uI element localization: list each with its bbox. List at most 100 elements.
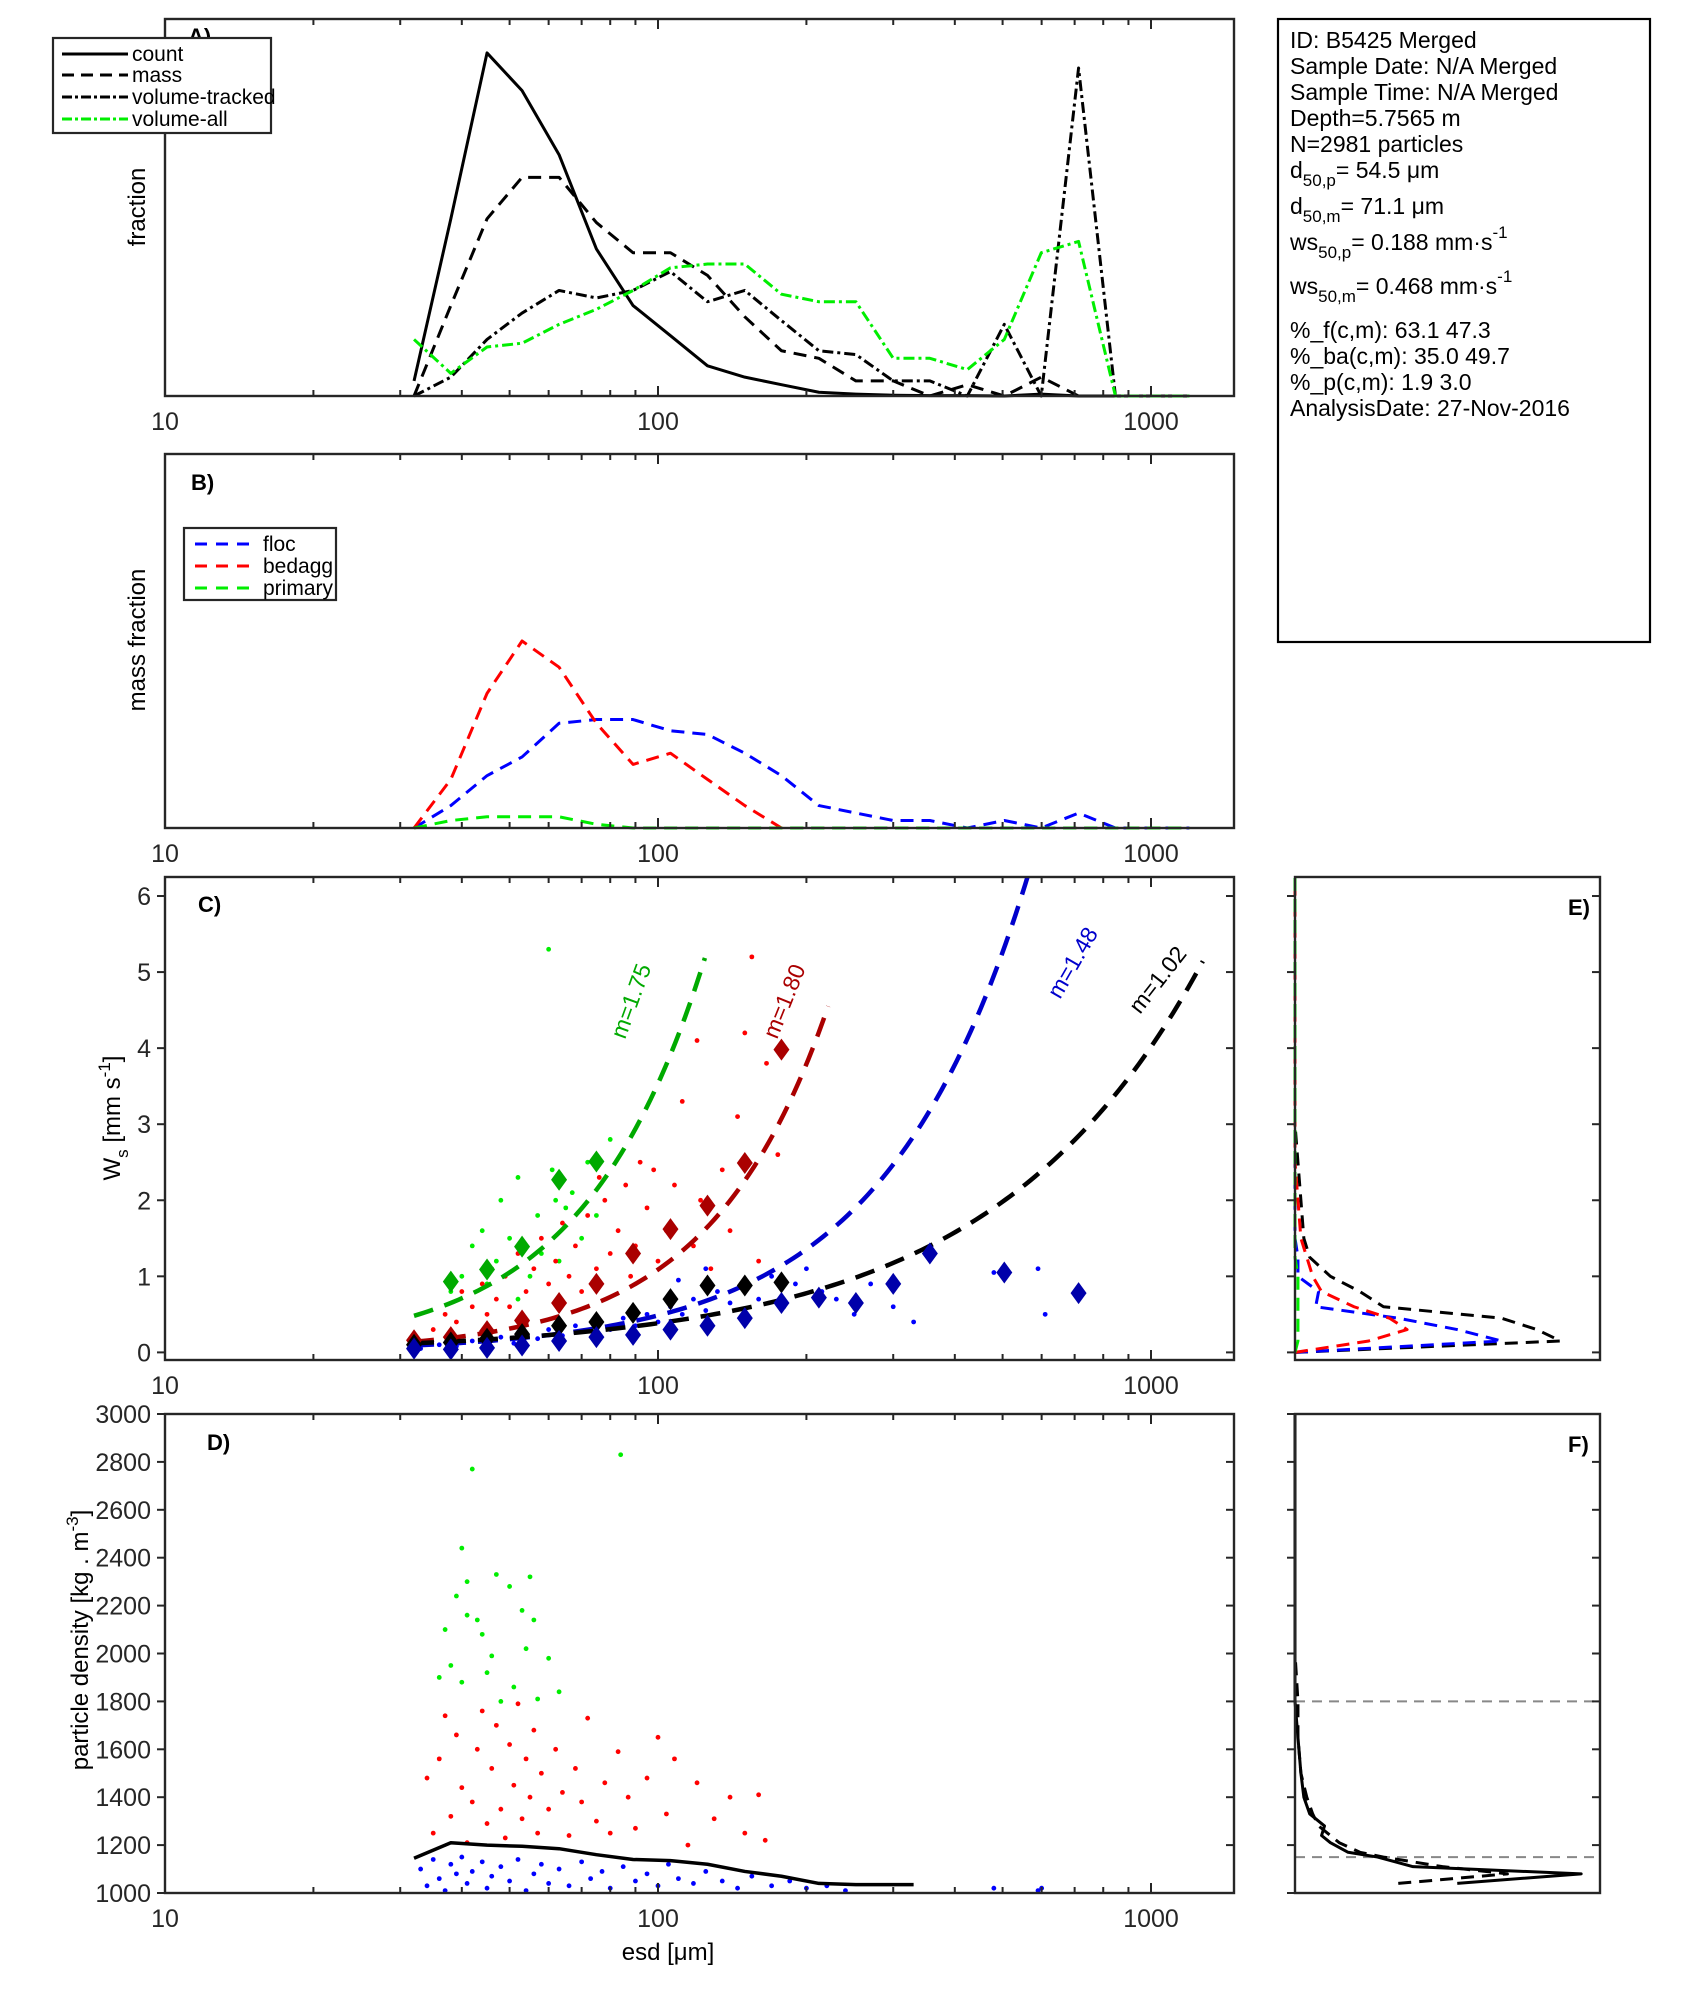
scatter-point-bedagg (623, 1182, 629, 1188)
panel-f: F) (1287, 1412, 1602, 1895)
scatter-point-bedagg (762, 1837, 768, 1843)
scatter-point-bedagg (679, 1098, 685, 1104)
panel-e-frame (1293, 875, 1602, 1362)
scatter-point-primary (594, 1213, 599, 1218)
scatter-point-floc (479, 1859, 485, 1865)
scatter-point-floc (691, 1296, 696, 1302)
scatter-point-bedagg (553, 1258, 559, 1264)
y-tick-label: 2600 (95, 1497, 151, 1525)
y-tick-label: 2400 (95, 1545, 151, 1573)
x-tick-label: 10 (151, 1905, 179, 1933)
scatter-point-bedagg (459, 1785, 465, 1791)
scatter-point-floc (498, 1334, 504, 1340)
mean-marker-all-mean (773, 1271, 790, 1294)
scatter-point-bedagg (507, 1742, 512, 1747)
mean-marker-primary-mean (479, 1258, 496, 1281)
scatter-point-bedagg (523, 1289, 529, 1294)
panel-a-legend: count mass volume-tracked volume-all (51, 36, 276, 135)
x-tick-label: 100 (637, 408, 679, 436)
scatter-point-bedagg (531, 1727, 537, 1733)
scatter-point-bedagg (764, 1060, 769, 1066)
scatter-point-floc (436, 1876, 442, 1882)
scatter-point-bedagg (507, 1304, 512, 1310)
info-subscript: 50,m (1318, 287, 1356, 306)
info-line: Sample Date: N/A Merged (1290, 53, 1557, 79)
scatter-point-primary (464, 1612, 470, 1618)
scatter-point-floc (489, 1873, 495, 1879)
mean-marker-all-mean (736, 1274, 753, 1297)
scatter-point-primary (469, 1466, 475, 1472)
scatter-point-floc (424, 1883, 430, 1889)
scatter-point-bedagg (469, 1799, 475, 1805)
scatter-point-primary (448, 1663, 454, 1668)
scatter-point-bedagg (615, 1228, 621, 1234)
mean-marker-primary-mean (442, 1270, 459, 1293)
x-tick-label: 100 (637, 1372, 679, 1400)
scatter-point-bedagg (594, 1266, 599, 1272)
y-tick-label: 1800 (95, 1688, 151, 1716)
scatter-point-floc (715, 1289, 720, 1294)
scatter-point-bedagg (573, 1766, 578, 1771)
scatter-point-floc (676, 1277, 681, 1283)
scatter-point-bedagg (708, 1266, 714, 1272)
scatter-point-bedagg (742, 1030, 748, 1036)
scatter-point-floc (448, 1861, 454, 1867)
scatter-point-floc (703, 1869, 709, 1874)
mean-marker-primary-mean (551, 1168, 568, 1191)
scatter-point-primary (507, 1235, 512, 1241)
scatter-point-bedagg (566, 1273, 572, 1279)
scatter-point-primary (498, 1699, 504, 1704)
y-tick-label: 2200 (95, 1593, 151, 1621)
info-text: d (1290, 193, 1303, 219)
info-line: AnalysisDate: 27-Nov-2016 (1290, 395, 1570, 421)
scatter-point-floc (804, 1266, 809, 1272)
scatter-point-bedagg (672, 1182, 677, 1188)
scatter-point-primary (464, 1579, 470, 1585)
scatter-point-primary (523, 1646, 529, 1652)
x-tick-label: 1000 (1123, 408, 1179, 436)
scatter-point-floc (484, 1885, 490, 1891)
scatter-point-floc (911, 1319, 917, 1325)
scatter-point-floc (556, 1866, 562, 1872)
y-tick-label: 2 (137, 1187, 151, 1215)
scatter-point-bedagg (511, 1782, 517, 1788)
panel-b: 10 100 1000 B) mass fraction floc bedagg p… (124, 452, 1236, 868)
series-line-mass (1293, 1414, 1509, 1885)
scatter-point-bedagg (448, 1813, 454, 1819)
scatter-point-floc (676, 1876, 681, 1882)
mean-marker-bedagg-mean (551, 1291, 568, 1314)
legend-label-bedagg: bedagg (263, 555, 333, 578)
scatter-point-bedagg (484, 1821, 490, 1826)
info-text: ws (1289, 273, 1318, 299)
panel-a-ylabel: fraction (124, 168, 151, 247)
scatter-point-floc (436, 1342, 442, 1348)
mean-marker-floc-mean (699, 1314, 716, 1337)
scatter-point-primary (493, 1258, 499, 1264)
mean-marker-all-mean (551, 1314, 568, 1337)
scatter-point-bedagg (479, 1708, 485, 1714)
scatter-point-floc (691, 1881, 696, 1886)
scatter-point-floc (991, 1270, 997, 1275)
scatter-point-floc (868, 1281, 874, 1287)
scatter-point-bedagg (502, 1835, 508, 1841)
scatter-point-floc (507, 1878, 512, 1884)
panel-d-ylabel: particle density [kg . m-3] (63, 1510, 94, 1771)
legend-label-mass: mass (132, 64, 182, 87)
y-tick-label: 1200 (95, 1832, 151, 1860)
info-line: d50,p= 54.5 μm (1290, 157, 1439, 190)
mean-marker-floc-mean (1070, 1282, 1087, 1305)
info-text: = 71.1 μm (1341, 193, 1444, 219)
scatter-point-bedagg (637, 1159, 643, 1165)
scatter-point-floc (703, 1266, 709, 1272)
scatter-point-primary (515, 1296, 521, 1302)
mean-marker-bedagg-mean (588, 1272, 605, 1295)
scatter-point-bedagg (663, 1811, 669, 1817)
scatter-point-floc (418, 1866, 424, 1872)
scatter-point-bedagg (756, 1792, 762, 1798)
scatter-point-floc (430, 1857, 436, 1862)
fit-curve-primary-fit (413, 957, 708, 1318)
info-text: ws (1289, 229, 1318, 255)
fit-curve-all-fit (413, 960, 1205, 1346)
scatter-point-bedagg (474, 1746, 480, 1752)
